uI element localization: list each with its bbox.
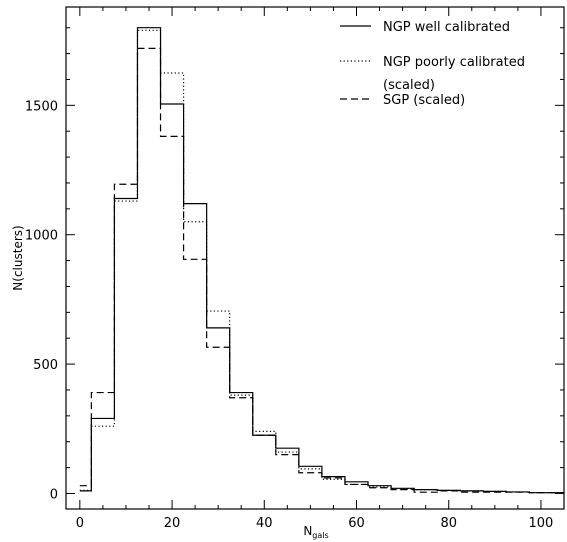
x-tick-label: 20 xyxy=(164,516,181,531)
legend-label-1: NGP well calibrated xyxy=(383,20,510,35)
plot-frame xyxy=(65,6,565,510)
legend-label-2: (scaled) xyxy=(383,78,435,93)
series-line-2 xyxy=(79,29,564,494)
x-axis-label-subscript: gals xyxy=(312,531,328,540)
y-axis-label: N(clusters) xyxy=(11,225,25,290)
legend-label-2: NGP poorly calibrated xyxy=(383,55,525,70)
y-tick-label: 1500 xyxy=(25,99,58,114)
x-tick-label: 0 xyxy=(76,516,84,531)
x-tick-label: 80 xyxy=(440,516,457,531)
legend-label-3: SGP (scaled) xyxy=(383,93,465,108)
x-tick-label: 40 xyxy=(256,516,273,531)
series-line-1 xyxy=(79,27,564,494)
y-tick-label: 500 xyxy=(33,358,58,373)
legend: NGP well calibrated NGP poorly calibrated… xyxy=(340,20,525,108)
y-tick-label: 1000 xyxy=(25,229,58,244)
series-line-3 xyxy=(79,47,564,494)
x-tick-label: 100 xyxy=(529,516,554,531)
data-series xyxy=(79,27,564,494)
y-tick-label: 0 xyxy=(50,487,58,502)
x-tick-label: 60 xyxy=(348,516,365,531)
x-axis-label-main: N xyxy=(303,524,312,538)
x-axis-label: Ngals xyxy=(303,524,328,540)
